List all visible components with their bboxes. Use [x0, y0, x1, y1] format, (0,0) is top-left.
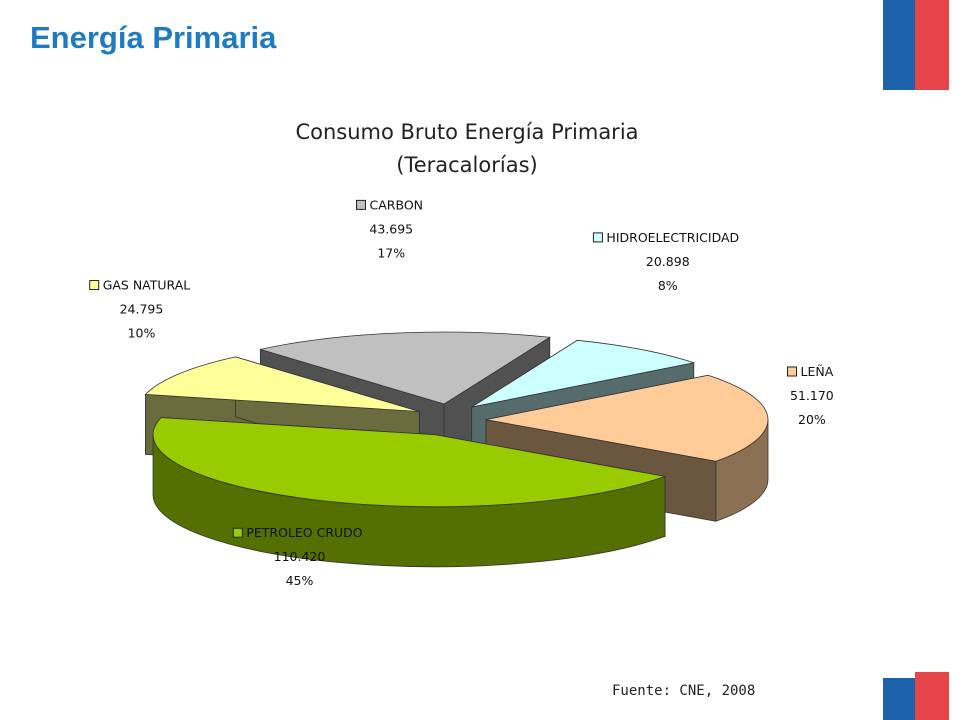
slice-top-face — [485, 374, 769, 462]
flag-blue-stripe — [883, 678, 915, 720]
slice-percent-label: 8% — [658, 278, 678, 293]
slice-name-label: HIDROELECTRICIDAD — [606, 230, 739, 245]
label-leña: LEÑA 51.170 20% — [787, 364, 834, 427]
slice-value-label: 43.695 — [369, 221, 413, 236]
source-note: Fuente: CNE, 2008 — [612, 683, 756, 699]
page-title: Energía Primaria — [30, 20, 277, 55]
legend-key-swatch — [232, 527, 243, 538]
slice-top-face — [471, 339, 696, 408]
label-gas-natural: GAS NATURAL 24.795 10% — [89, 278, 191, 341]
chile-flag-logo-bottom — [883, 672, 949, 720]
flag-blue-stripe — [883, 0, 915, 90]
legend-key-swatch — [89, 280, 100, 291]
slice-percent-label: 20% — [798, 412, 826, 427]
slice-value-label: 20.898 — [646, 254, 690, 269]
slice-name-label: PETROLEO CRUDO — [246, 525, 362, 540]
slice-top-face — [260, 331, 551, 405]
slice-top-face — [152, 417, 667, 508]
slice-name-label: LEÑA — [801, 364, 834, 379]
slice-name-label: GAS NATURAL — [103, 278, 191, 293]
slice-value-label: 110.420 — [274, 549, 326, 564]
label-petroleo-crudo: PETROLEO CRUDO 110.420 45% — [232, 525, 363, 588]
slice-percent-label: 45% — [286, 573, 314, 588]
data-labels: HIDROELECTRICIDAD 20.898 8% LEÑA 51.170 20% PE… — [89, 197, 834, 588]
legend-key-swatch — [592, 232, 603, 243]
chart-title-line-1: Consumo Bruto Energía Primaria — [295, 120, 638, 144]
slice-percent-label: 10% — [128, 326, 156, 341]
slice-petroleo-crudo — [152, 417, 667, 568]
label-hidroelectricidad: HIDROELECTRICIDAD 20.898 8% — [592, 230, 739, 293]
slice-percent-label: 17% — [377, 245, 405, 260]
flag-red-stripe — [915, 0, 949, 90]
slice-value-label: 51.170 — [790, 388, 834, 403]
slice-name-label: CARBON — [370, 197, 424, 212]
slice-value-label: 24.795 — [120, 302, 164, 317]
flag-red-stripe — [915, 672, 949, 720]
chart-title-line-2: (Teracalorías) — [396, 153, 537, 177]
pie-slices — [144, 331, 769, 568]
legend-key-swatch — [356, 199, 367, 210]
legend-key-swatch — [787, 366, 798, 377]
chile-flag-logo-top — [883, 0, 949, 90]
label-carbon: CARBON 43.695 17% — [356, 197, 424, 260]
slice-top-face — [144, 356, 420, 412]
